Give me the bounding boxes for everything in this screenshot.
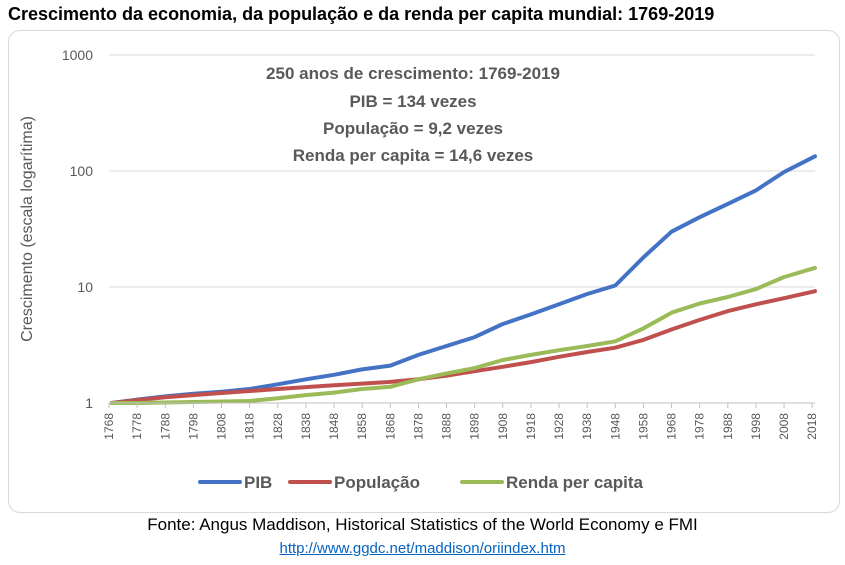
x-tick-label-1878: 1878 [411,413,425,440]
x-tick-label-1768: 1768 [102,413,116,440]
x-tick-label-1828: 1828 [271,413,285,440]
legend-label-1: População [334,473,420,492]
x-tick-label-1838: 1838 [299,413,313,440]
x-tick-label-1858: 1858 [355,413,369,440]
x-tick-label-1948: 1948 [608,413,622,440]
y-tick-label-1000: 1000 [62,47,93,63]
x-tick-label-1798: 1798 [186,413,200,440]
x-tick-label-1998: 1998 [749,413,763,440]
grid-lines [109,54,815,288]
x-tick-label-1888: 1888 [440,413,454,440]
x-tick-label-1908: 1908 [496,413,510,440]
axes: 1 10 100 1000 1768 1778 1788 1798 1808 1818 1828 18… [19,47,819,440]
x-tick-label-1978: 1978 [693,413,707,440]
series-line-1 [109,289,817,405]
x-tick-label-1938: 1938 [580,413,594,440]
series-line-2 [109,265,817,405]
y-tick-label-10: 10 [77,279,93,295]
y-axis-title: Crescimento (escala logarítima) [19,116,36,342]
chart-frame [8,30,840,513]
x-tick-label-1808: 1808 [215,413,229,440]
x-tick-label-1898: 1898 [468,413,482,440]
legend-label-2: Renda per capita [506,473,644,492]
legend: PIB População Renda per capita [198,473,644,492]
x-tick-label-1788: 1788 [158,413,172,440]
annotation-block: 250 anos de crescimento: 1769-2019 PIB = … [266,64,560,165]
legend-label-0: PIB [244,473,272,492]
x-tick-label-1918: 1918 [524,413,538,440]
annotation-line-0: 250 anos de crescimento: 1769-2019 [266,64,560,83]
x-tick-label-1928: 1928 [552,413,566,440]
chart: 1 10 100 1000 1768 1778 1788 1798 1808 1818 1828 18… [19,47,819,492]
x-tick-label-1968: 1968 [665,413,679,440]
y-tick-label-100: 100 [70,163,94,179]
source-link[interactable]: http://www.ggdc.net/maddison/oriindex.ht… [279,540,566,557]
annotation-line-3: Renda per capita = 14,6 vezes [293,146,534,165]
x-tick-label-1848: 1848 [327,413,341,440]
series-lines [109,154,817,405]
series-line-0 [109,154,817,405]
annotation-line-2: População = 9,2 vezes [323,119,503,138]
x-tick-label-1818: 1818 [243,413,257,440]
page-title: Crescimento da economia, da população e … [8,4,715,24]
x-tick-label-1778: 1778 [130,413,144,440]
x-tick-label-2018: 2018 [805,413,819,440]
annotation-line-1: PIB = 134 vezes [349,92,476,111]
x-tick-label-1958: 1958 [636,413,650,440]
source-text: Fonte: Angus Maddison, Historical Statis… [147,515,698,534]
x-tick-label-2008: 2008 [777,413,791,440]
y-tick-label-1: 1 [85,395,93,411]
x-tick-label-1868: 1868 [383,413,397,440]
x-tick-label-1988: 1988 [721,413,735,440]
